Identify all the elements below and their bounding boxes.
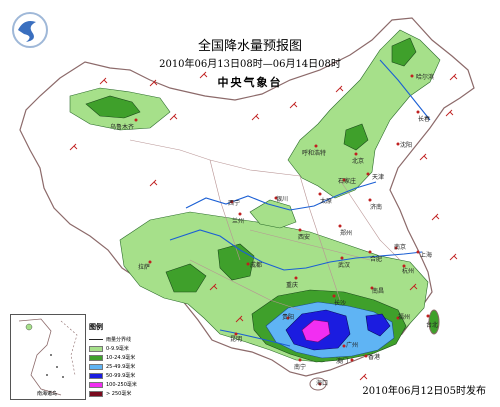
city-label: 台北 — [426, 322, 439, 329]
city-label: 上海 — [420, 252, 433, 259]
legend-label: 10-24.9毫米 — [106, 355, 136, 361]
city-label: 郑州 — [340, 230, 353, 237]
taiwan-island — [428, 309, 440, 335]
city-label: 福州 — [398, 314, 411, 321]
city-label: 兰州 — [232, 218, 245, 225]
legend-swatch — [89, 372, 103, 379]
hainan-island — [309, 377, 327, 391]
city-label: 天津 — [372, 174, 385, 181]
city-label: 西宁 — [228, 200, 241, 207]
map-title: 全国降水量预报图 — [197, 39, 302, 54]
south-china-sea-inset: 南海诸岛 — [10, 314, 86, 400]
legend-row: 100-250毫米 — [89, 380, 159, 389]
city-label: 沈阳 — [400, 142, 413, 149]
legend-row: 25-49.9毫米 — [89, 362, 159, 371]
city-label: 海口 — [316, 380, 329, 387]
city-label: 济南 — [370, 204, 383, 211]
city-label: 贵阳 — [282, 314, 295, 321]
legend-label: 0-9.9毫米 — [106, 346, 129, 352]
city-label: 广州 — [346, 342, 359, 349]
legend-label: 雨量分界线 — [106, 337, 132, 343]
city-label: 合肥 — [370, 256, 383, 263]
city-label: 长沙 — [334, 300, 347, 307]
issue-time: 2010年06月12日05时发布 — [362, 386, 486, 397]
city-label: 北京 — [352, 158, 365, 165]
rivers — [169, 59, 431, 347]
legend-label: > 250毫米 — [106, 391, 132, 397]
city-label: 杭州 — [402, 268, 415, 275]
city-label: 南宁 — [294, 364, 307, 371]
province-boundaries — [129, 139, 401, 311]
legend-row: 10-24.9毫米 — [89, 353, 159, 362]
issuing-agency: 中央气象台 — [217, 76, 283, 89]
legend-label: 25-49.9毫米 — [106, 364, 136, 370]
city-label: 香港 — [368, 354, 381, 361]
inset-label: 南海诸岛 — [37, 391, 58, 397]
legend-title: 图例 — [89, 323, 103, 331]
wind-barbs — [69, 71, 458, 381]
city-label: 重庆 — [286, 282, 299, 289]
legend-row: 0-9.9毫米 — [89, 344, 159, 353]
legend-swatch — [89, 363, 103, 370]
legend-swatch — [89, 345, 103, 352]
city-label: 武汉 — [338, 262, 351, 269]
city-label: 南昌 — [372, 288, 385, 295]
legend-swatch — [89, 381, 103, 388]
legend-row-boundary: 雨量分界线 — [89, 335, 159, 344]
city-label: 昆明 — [230, 336, 243, 343]
legend-swatch — [89, 390, 103, 397]
city-label: 长春 — [418, 116, 431, 123]
city-label: 澳门 — [336, 358, 349, 365]
city-label: 南京 — [394, 244, 407, 251]
forecast-period: 2010年06月13日08时—06月14日08时 — [159, 59, 341, 70]
inset-map — [18, 318, 78, 396]
city-label: 哈尔滨 — [416, 74, 435, 81]
city-dots — [134, 74, 430, 386]
city-label: 成都 — [250, 262, 263, 269]
city-label: 银川 — [276, 196, 289, 203]
legend-label: 50-99.9毫米 — [106, 373, 136, 379]
legend-row: 50-99.9毫米 — [89, 371, 159, 380]
boundary-line-swatch — [89, 339, 103, 340]
city-label: 石家庄 — [338, 178, 357, 185]
legend-label: 100-250毫米 — [106, 382, 137, 388]
cma-logo — [12, 12, 48, 48]
city-label: 拉萨 — [138, 264, 151, 271]
rain-downpour-areas — [301, 319, 331, 343]
city-label: 呼和浩特 — [302, 150, 327, 157]
city-label: 乌鲁木齐 — [110, 124, 135, 131]
legend-row: > 250毫米 — [89, 389, 159, 398]
map-legend: 图例 雨量分界线 0-9.9毫米 10-24.9毫米 25-49.9毫米 50-… — [89, 322, 159, 398]
legend-swatch — [89, 354, 103, 361]
city-label: 太原 — [320, 198, 333, 205]
city-label: 西安 — [298, 234, 311, 241]
